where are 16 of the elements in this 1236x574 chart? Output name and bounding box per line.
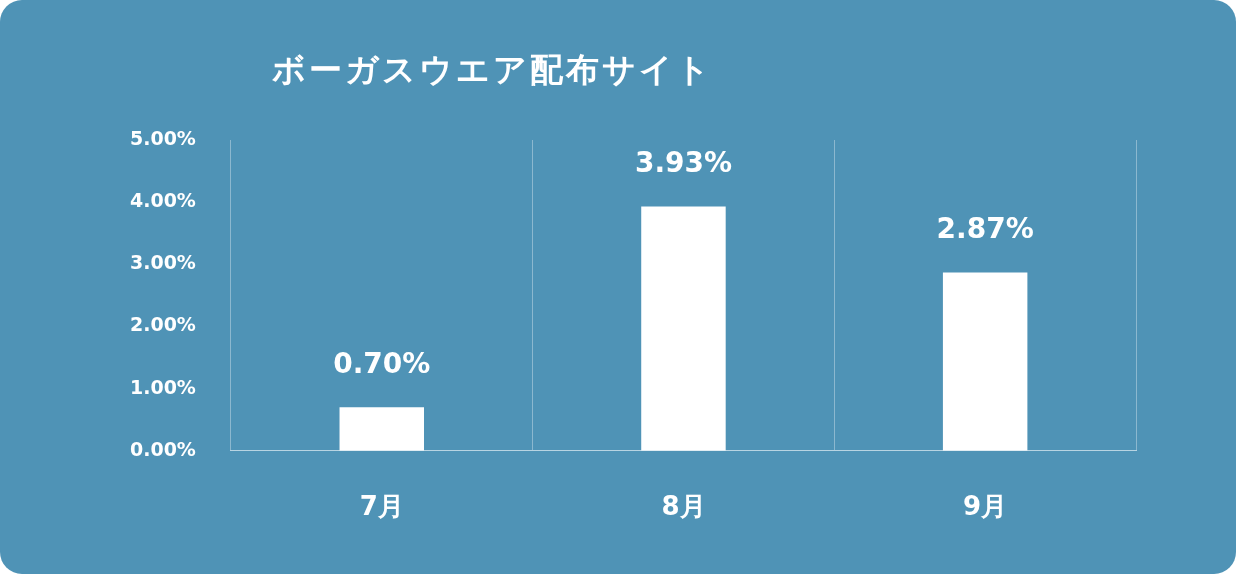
chart-title: ボーガスウエア配布サイト (272, 49, 713, 91)
y-tick-label: 4.00% (129, 189, 196, 212)
data-label: 0.70% (333, 346, 431, 380)
data-label: 2.87% (936, 211, 1034, 245)
bar (641, 206, 726, 451)
y-tick-label: 1.00% (129, 375, 196, 398)
x-tick-label: 8月 (661, 491, 706, 522)
y-tick-label: 2.00% (129, 313, 196, 336)
bar (339, 407, 424, 451)
y-tick-label: 0.00% (129, 437, 196, 460)
y-tick-label: 3.00% (129, 251, 196, 274)
x-tick-label: 7月 (359, 491, 404, 522)
y-tick-label: 5.00% (129, 126, 196, 149)
bar (942, 272, 1028, 451)
data-label: 3.93% (634, 145, 733, 179)
x-tick-label: 9月 (963, 491, 1008, 522)
